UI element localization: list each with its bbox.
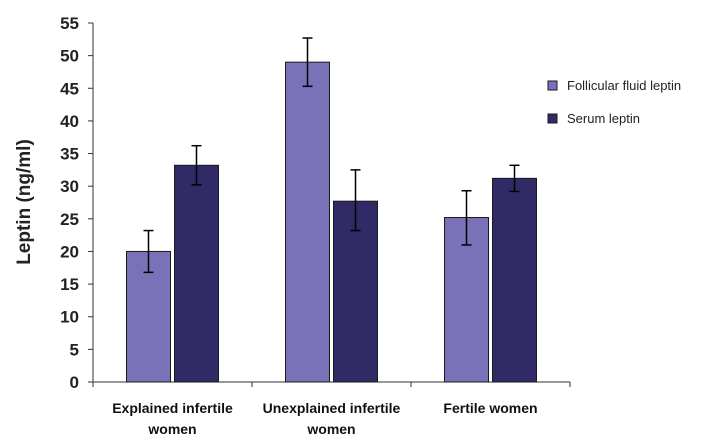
y-tick-label: 55 xyxy=(60,14,79,33)
y-tick-label: 15 xyxy=(60,275,79,294)
bar xyxy=(333,200,378,383)
bar xyxy=(174,164,219,383)
y-tick-label: 20 xyxy=(60,242,79,261)
x-category-label: Fertile women xyxy=(443,400,537,416)
legend-swatch xyxy=(547,80,558,91)
y-tick-label: 50 xyxy=(60,47,79,66)
y-tick-label: 40 xyxy=(60,112,79,131)
x-category-label: Explained infertile xyxy=(112,400,233,416)
bar xyxy=(492,177,537,383)
y-tick-label: 35 xyxy=(60,145,79,164)
y-tick-label: 5 xyxy=(70,340,79,359)
y-axis-title: Leptin (ng/ml) xyxy=(14,139,35,265)
y-tick-label: 10 xyxy=(60,308,79,327)
x-category-label: Unexplained infertile xyxy=(263,400,401,416)
y-tick-label: 45 xyxy=(60,79,79,98)
bar xyxy=(285,61,330,383)
y-tick-label: 25 xyxy=(60,210,79,229)
y-tick-label: 0 xyxy=(70,373,79,392)
legend-label: Follicular fluid leptin xyxy=(567,78,681,93)
x-category-label: women xyxy=(306,421,355,436)
legend-swatch xyxy=(547,113,558,124)
y-tick-label: 30 xyxy=(60,177,79,196)
x-category-label: women xyxy=(147,421,196,436)
legend-label: Serum leptin xyxy=(567,111,640,126)
